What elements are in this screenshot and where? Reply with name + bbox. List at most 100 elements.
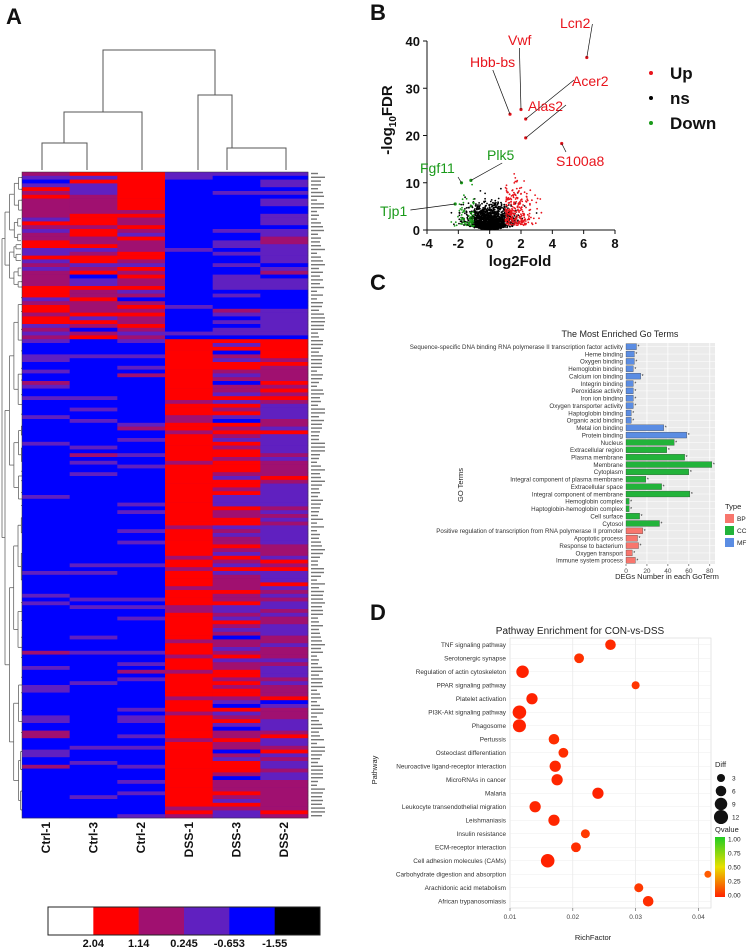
go-term-label: Iron ion binding [581,396,624,403]
sample-label: DSS-1 [182,822,196,858]
gene-label [311,777,323,779]
heatmap-cell [69,715,118,720]
heatmap-cell [117,217,166,222]
heatmap-cell [69,624,118,629]
heatmap-cell [22,715,70,720]
volcano-point-ns [467,202,470,205]
heatmap-cell [22,707,70,712]
heatmap-cell [165,327,213,332]
heatmap-cell [260,723,309,728]
gene-label [311,195,324,197]
heatmap-cell [260,711,309,716]
volcano-point-up [519,223,522,226]
heatmap-cell [117,620,166,625]
volcano-point-ns [462,203,465,206]
heatmap-cell [117,593,166,598]
heatmap-cell [117,400,166,405]
go-bar-marker: * [661,521,663,527]
heatmap-cell [117,320,166,325]
heatmap-cell [165,331,213,336]
heatmap-cell [260,745,309,750]
heatmap-cell [212,358,261,363]
volcano-point-ns [497,205,500,208]
volcano-point-ns [478,205,481,208]
gene-label [311,632,320,634]
heatmap-cell [212,780,261,785]
heatmap-cell [117,711,166,716]
heatmap-cell [260,749,309,754]
volcano-point-ns [494,199,497,202]
heatmap-cell [69,422,118,427]
pathway-label: Neuroactive ligand-receptor interaction [396,764,506,771]
volcano-plot-area: -4 -2 0 2 4 6 8010203040Lcn2VwfHbb-bsAcer2Alas… [380,15,619,251]
go-bar-marker: * [634,389,636,395]
heatmap-cell [260,639,309,644]
gene-label [311,533,320,536]
heatmap-cell [212,643,261,648]
gene-label [311,754,322,756]
heatmap-cell [260,278,309,283]
go-term-label: Cytosol [602,521,623,528]
heatmap-cell [69,289,118,294]
pathway-label: MicroRNAs in cancer [446,777,507,784]
pathway-chart-title: Pathway Enrichment for CON-vs-DSS [496,626,665,637]
gene-label [311,731,319,733]
heatmap-cell [212,723,261,728]
volcano-point-down [461,211,464,214]
diff-legend-dot [716,773,726,783]
gene-label [311,780,318,783]
heatmap-cell [212,673,261,678]
heatmap-cell [117,517,166,522]
heatmap-cell [22,692,70,697]
heatmap-cell [69,749,118,754]
heatmap-cell [165,628,213,633]
heatmap-cell [165,609,213,614]
heatmap-cell [69,259,118,264]
gene-label [311,742,317,745]
heatmap-cell [117,802,166,807]
go-bar-marker: * [639,536,641,542]
heatmap-cell [260,373,309,378]
heatmap-cell [165,787,213,792]
volcano-point-ns [481,209,484,212]
heatmap-cell [260,354,309,359]
heatmap-cell [212,229,261,234]
pathway-label: Malaria [485,791,506,798]
gene-label [311,461,317,463]
go-y-label: GO Terms [456,468,465,502]
heatmap-cell [165,392,213,397]
qvalue-legend-tick: 0.25 [728,879,741,886]
heatmap-cell [69,707,118,712]
volcano-point-up [515,187,518,190]
volcano-point-down [469,218,472,220]
gene-label [311,457,319,460]
gene-label [311,237,321,239]
heatmap-cell [22,609,70,614]
volcano-point-down [461,223,463,226]
gene-label [311,454,320,456]
heatmap-cell [69,400,118,405]
heatmap-cell [212,666,261,671]
gene-label [311,609,323,612]
heatmap-cell [165,255,213,260]
legend-label-up: Up [670,64,693,83]
pathway-bubble [580,829,590,839]
heatmap-cell [212,270,261,275]
gene-label [311,518,323,520]
heatmap-cell [212,324,261,329]
heatmap-cell [165,483,213,488]
heatmap-cell [165,263,213,268]
heatmap-cell [22,179,70,184]
heatmap-cell [260,578,309,583]
gene-label [311,689,317,691]
heatmap-cell [22,677,70,682]
heatmap-cell [212,612,261,617]
heatmap-cell [69,381,118,386]
heatmap-cell [260,441,309,446]
gene-label [311,370,317,372]
pathway-bubble [512,719,526,733]
heatmap-cell [117,487,166,492]
gene-label [311,541,321,543]
heatmap-cell [117,590,166,595]
heatmap-cell [22,236,70,241]
